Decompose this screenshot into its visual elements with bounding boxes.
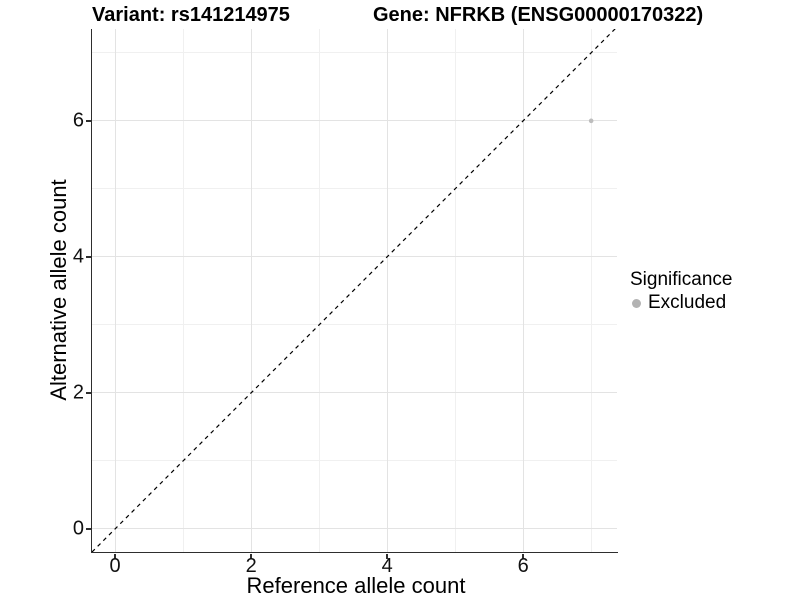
y-tick-label: 4	[72, 245, 84, 268]
plot-title-variant: Variant: rs141214975	[92, 4, 290, 26]
gridline-minor-horizontal	[92, 52, 617, 54]
plot-layer	[92, 29, 616, 552]
x-axis-tick	[250, 553, 252, 559]
gridline-major-horizontal	[92, 528, 617, 530]
y-tick-label: 2	[72, 381, 84, 404]
gridline-major-horizontal	[92, 120, 617, 122]
gridline-minor-vertical	[454, 29, 456, 552]
x-axis-line	[90, 551, 618, 553]
y-axis-tick	[85, 528, 91, 530]
gridline-major-vertical	[386, 29, 388, 552]
gridline-major-horizontal	[92, 392, 617, 394]
x-tick-label: 4	[381, 555, 393, 577]
gridline-major-horizontal	[92, 256, 617, 258]
x-axis-tick	[114, 553, 116, 559]
y-axis-tick	[85, 256, 91, 258]
y-axis-tick	[85, 120, 91, 122]
legend-item-label: Excluded	[648, 292, 727, 313]
gridline-minor-horizontal	[92, 324, 617, 326]
plot-title-gene: Gene: NFRKB (ENSG00000170322)	[373, 4, 704, 26]
legend-title: Significance	[630, 269, 733, 290]
legend: Significance Excluded	[630, 268, 732, 314]
y-axis-tick	[85, 392, 91, 394]
data-point	[588, 118, 594, 124]
legend-key-dot-icon	[632, 298, 641, 308]
y-axis-title: Alternative allele count	[46, 179, 71, 401]
identity-line	[92, 29, 616, 552]
gridline-minor-horizontal	[92, 188, 617, 190]
x-tick-label: 6	[517, 555, 529, 577]
y-tick-label: 6	[72, 109, 84, 132]
x-axis-tick	[386, 553, 388, 559]
y-axis-line	[90, 29, 92, 553]
x-tick-label: 0	[109, 555, 121, 577]
legend-item-excluded: Excluded	[630, 292, 732, 314]
gridline-minor-vertical	[182, 29, 184, 552]
gridline-major-vertical	[522, 29, 524, 552]
x-tick-label: 2	[245, 555, 257, 577]
gridline-minor-vertical	[318, 29, 320, 552]
x-axis-tick	[522, 553, 524, 559]
x-axis-title: Reference allele count	[246, 573, 466, 598]
gridline-minor-horizontal	[92, 460, 617, 462]
y-tick-label: 0	[72, 517, 84, 540]
gridline-minor-vertical	[590, 29, 592, 552]
plot-panel	[92, 29, 617, 552]
gridline-major-vertical	[114, 29, 116, 552]
gridline-major-vertical	[250, 29, 252, 552]
